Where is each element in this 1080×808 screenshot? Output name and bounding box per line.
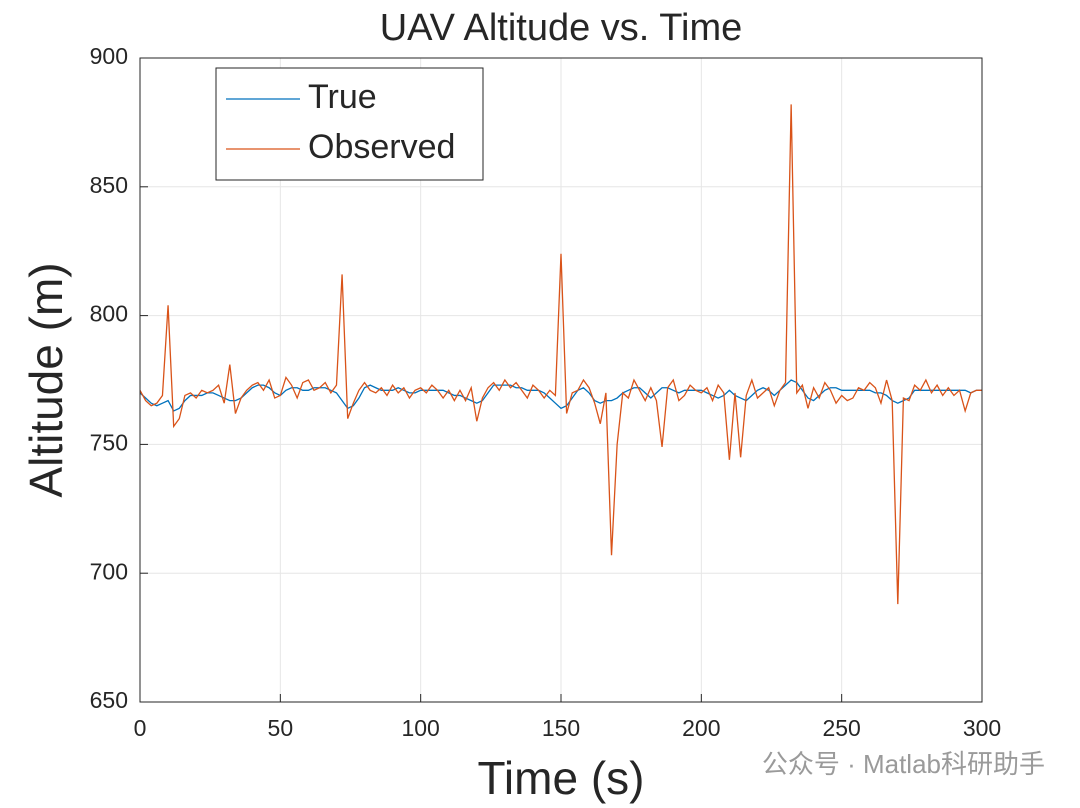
x-tick-label: 250 <box>822 715 860 741</box>
axes-box <box>139 57 983 703</box>
watermark: 公众号 · Matlab科研助手 <box>762 749 1045 779</box>
y-tick-label: 850 <box>90 172 128 198</box>
y-tick-label: 700 <box>90 558 128 584</box>
y-tick-label: 650 <box>90 687 128 713</box>
y-tick-label: 900 <box>90 43 128 69</box>
legend-label: Observed <box>308 128 455 166</box>
data-line <box>139 104 982 605</box>
x-tick-label: 300 <box>963 715 1001 741</box>
legend-box <box>215 67 484 181</box>
y-axis-label: Altitude (m) <box>20 262 72 497</box>
x-tick-label: 100 <box>401 715 439 741</box>
x-axis-label: Time (s) <box>478 752 645 804</box>
legend-label: True <box>308 78 377 116</box>
x-tick-label: 50 <box>268 715 294 741</box>
y-tick-label: 800 <box>90 301 128 327</box>
x-tick-label: 150 <box>542 715 580 741</box>
x-tick-label: 0 <box>134 715 147 741</box>
chart-title: UAV Altitude vs. Time <box>380 7 743 49</box>
y-tick-label: 750 <box>90 429 128 455</box>
x-tick-label: 200 <box>682 715 720 741</box>
